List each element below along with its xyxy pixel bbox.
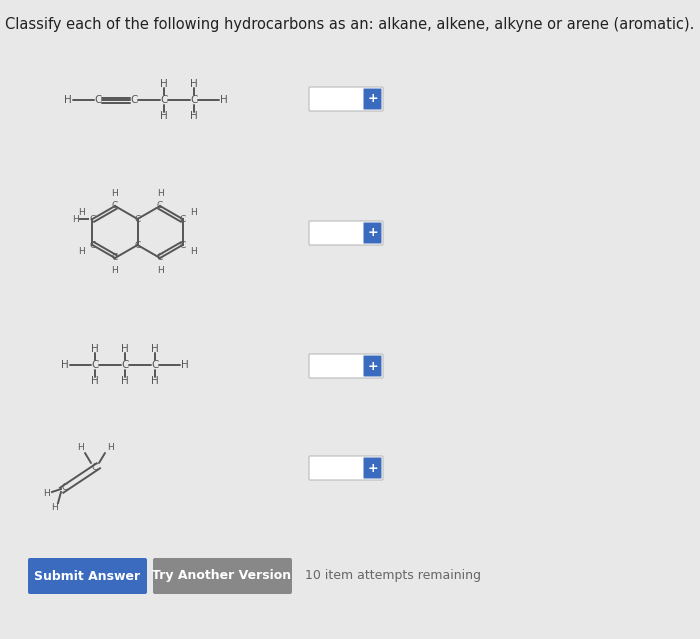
Text: +: + <box>368 93 378 105</box>
Text: C: C <box>90 215 96 224</box>
Text: H: H <box>121 344 129 354</box>
Text: H: H <box>106 443 113 452</box>
Text: H: H <box>157 266 163 275</box>
Text: C: C <box>112 254 118 263</box>
Text: C: C <box>151 360 159 370</box>
Text: H: H <box>160 111 168 121</box>
Text: H: H <box>64 95 72 105</box>
Text: H: H <box>190 79 198 89</box>
Text: C: C <box>91 360 99 370</box>
Text: C: C <box>179 240 186 249</box>
Text: C: C <box>160 95 168 105</box>
Text: H: H <box>151 344 159 354</box>
FancyBboxPatch shape <box>309 221 383 245</box>
Text: C: C <box>157 201 163 210</box>
Text: Try Another Version: Try Another Version <box>153 569 292 583</box>
Text: C: C <box>121 360 129 370</box>
Text: H: H <box>190 208 197 217</box>
Text: H: H <box>157 189 163 197</box>
Text: H: H <box>181 360 189 370</box>
Text: C: C <box>190 95 197 105</box>
FancyBboxPatch shape <box>363 458 382 479</box>
Text: H: H <box>52 504 58 512</box>
Text: C: C <box>134 240 141 249</box>
FancyBboxPatch shape <box>153 558 292 594</box>
FancyBboxPatch shape <box>309 87 383 111</box>
FancyBboxPatch shape <box>28 558 147 594</box>
Text: H: H <box>43 488 50 498</box>
Text: C: C <box>130 95 138 105</box>
Text: H: H <box>111 266 118 275</box>
Text: H: H <box>151 376 159 386</box>
Text: H: H <box>91 344 99 354</box>
Text: +: + <box>368 226 378 240</box>
FancyBboxPatch shape <box>363 88 382 109</box>
FancyBboxPatch shape <box>363 222 382 243</box>
Text: 10 item attempts remaining: 10 item attempts remaining <box>305 569 481 583</box>
Text: H: H <box>78 208 85 217</box>
Text: C: C <box>62 484 68 493</box>
Text: H: H <box>190 247 197 256</box>
Text: H: H <box>76 443 83 452</box>
Text: +: + <box>368 461 378 475</box>
Text: C: C <box>134 215 141 224</box>
Text: Submit Answer: Submit Answer <box>34 569 140 583</box>
Text: H: H <box>91 376 99 386</box>
Text: H: H <box>72 215 79 224</box>
Text: H: H <box>220 95 228 105</box>
Text: H: H <box>61 360 69 370</box>
FancyBboxPatch shape <box>309 354 383 378</box>
Text: H: H <box>121 376 129 386</box>
Text: H: H <box>160 79 168 89</box>
Text: H: H <box>190 111 198 121</box>
FancyBboxPatch shape <box>309 456 383 480</box>
FancyBboxPatch shape <box>363 355 382 376</box>
Text: C: C <box>112 201 118 210</box>
Text: +: + <box>368 360 378 373</box>
Text: H: H <box>78 247 85 256</box>
Text: H: H <box>111 189 118 197</box>
Text: Classify each of the following hydrocarbons as an: alkane, alkene, alkyne or are: Classify each of the following hydrocarb… <box>6 17 694 33</box>
Text: C: C <box>94 95 101 105</box>
Text: C: C <box>90 240 96 249</box>
Text: C: C <box>92 463 98 472</box>
Text: C: C <box>157 254 163 263</box>
Text: C: C <box>179 215 186 224</box>
